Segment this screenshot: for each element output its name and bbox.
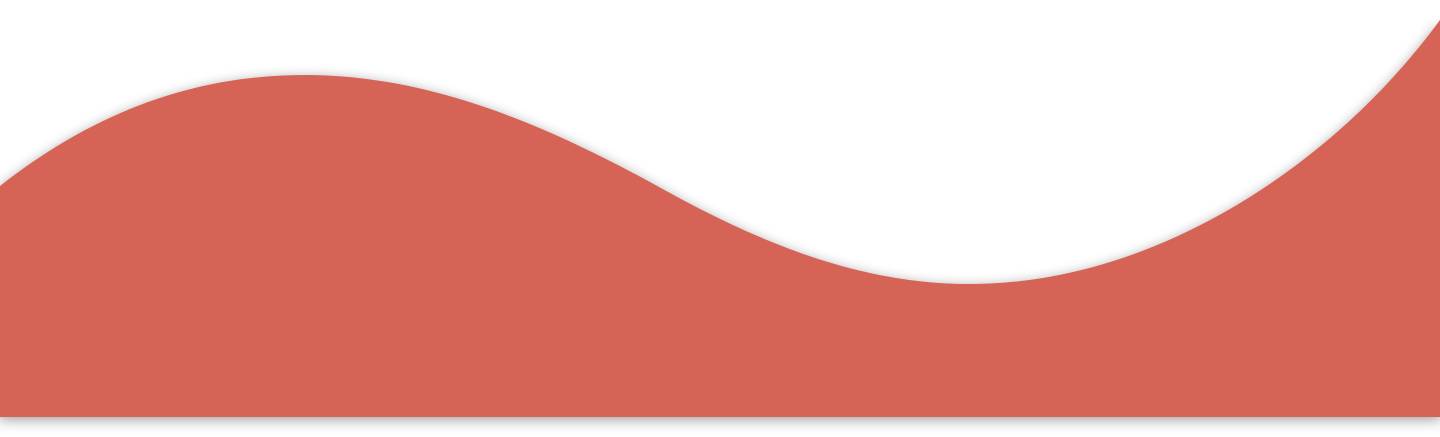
bottom-shadow-strip xyxy=(0,417,1440,437)
wave-shape xyxy=(0,20,1440,417)
